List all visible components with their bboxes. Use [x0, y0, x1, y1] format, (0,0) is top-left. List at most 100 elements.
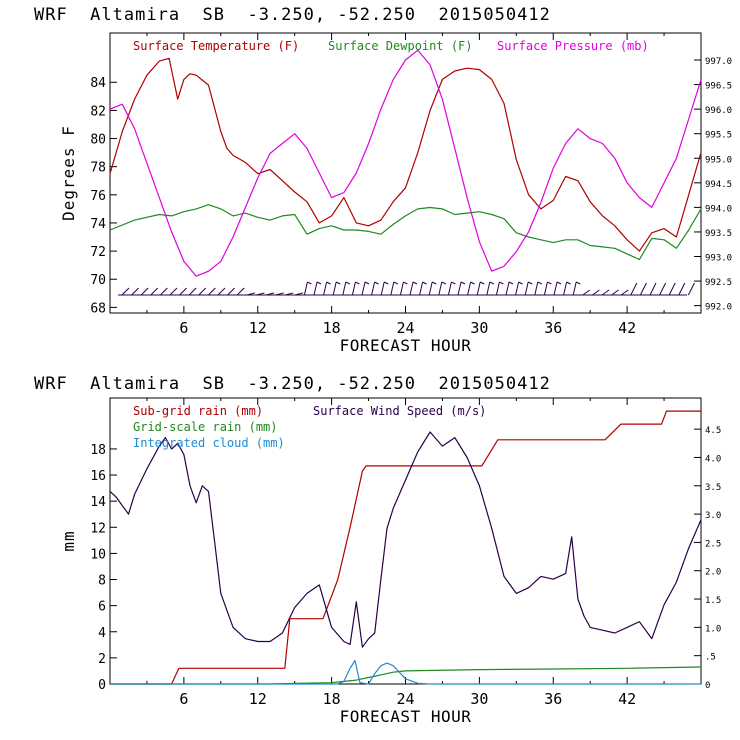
- wind-barb: [361, 281, 366, 296]
- wind-barb-flag: [393, 281, 399, 285]
- wind-barb: [620, 289, 629, 296]
- wind-barb: [303, 281, 308, 296]
- y-tick-label: 8: [98, 574, 106, 589]
- wind-barb: [447, 281, 452, 296]
- wind-barb-flag: [326, 281, 331, 285]
- x-tick-label: 30: [470, 690, 488, 708]
- wind-barb: [323, 281, 328, 296]
- wind-barb: [351, 281, 356, 296]
- series-line-sub-grid-rain-mm: [110, 410, 701, 685]
- y2-tick-label: 2.5: [705, 539, 721, 549]
- wind-barb: [476, 281, 481, 296]
- wind-barb: [563, 281, 568, 296]
- x-tick-label: 18: [323, 690, 341, 708]
- wind-barb-flag: [422, 281, 427, 285]
- y2-tick-label: 993.0: [705, 254, 732, 264]
- wind-barb: [332, 281, 337, 296]
- wind-barb: [438, 281, 443, 296]
- wind-barb-flag: [508, 281, 514, 285]
- wind-barb: [495, 281, 500, 296]
- wind-barb: [169, 287, 178, 296]
- wind-barb-flag: [403, 281, 408, 285]
- series-line-grid-scale-rain-mm: [110, 666, 702, 685]
- wind-barb: [313, 281, 318, 296]
- wind-barb-flag: [556, 281, 562, 285]
- y-tick-label: 6: [98, 600, 106, 615]
- wind-barb: [236, 287, 245, 296]
- wind-barb-flag: [431, 281, 437, 285]
- y-tick-label: 14: [90, 495, 106, 510]
- series-line-surface-temperature-f: [109, 57, 702, 252]
- wind-barb: [457, 281, 462, 296]
- wind-barb: [553, 281, 558, 296]
- wind-barb: [486, 281, 491, 296]
- legend-entry: Sub-grid rain (mm): [133, 404, 263, 418]
- wind-barb-flag: [499, 281, 504, 285]
- y-tick-label: 70: [90, 273, 106, 288]
- y-tick-label: 0: [98, 678, 106, 693]
- series-line-surface-pressure-mb: [109, 49, 702, 277]
- x-axis-label: FORECAST HOUR: [340, 336, 472, 355]
- wind-barb-flag: [355, 281, 360, 285]
- y2-tick-label: 994.0: [705, 204, 732, 214]
- legend-entry: Surface Temperature (F): [133, 39, 299, 53]
- y-tick-label: 80: [90, 133, 106, 148]
- legend-entry: Grid-scale rain (mm): [133, 420, 278, 434]
- y2-tick-label: .5: [705, 653, 716, 663]
- y-tick-label: 18: [90, 443, 106, 458]
- y2-tick-label: 2.0: [705, 568, 721, 578]
- y2-tick-label: 993.5: [705, 229, 732, 239]
- wind-barb: [188, 287, 197, 296]
- y-tick-label: 82: [90, 104, 106, 119]
- wind-barb: [160, 287, 168, 296]
- legend-entry: Surface Dewpoint (F): [328, 39, 473, 53]
- wind-barb: [217, 287, 226, 296]
- y2-tick-label: 997.0: [705, 57, 732, 67]
- wind-barb: [611, 289, 619, 296]
- legend-entry: Surface Pressure (mb): [497, 39, 649, 53]
- wind-barb-flag: [460, 281, 466, 285]
- x-tick-label: 24: [396, 319, 414, 337]
- wind-barb: [131, 287, 139, 296]
- legend-entry: Integrated cloud (mm): [133, 436, 285, 450]
- y2-tick-label: 3.0: [705, 511, 721, 521]
- y2-tick-label: 995.0: [705, 155, 732, 165]
- wind-barb: [687, 282, 695, 296]
- y-tick-label: 72: [90, 245, 106, 260]
- wind-barb: [505, 281, 510, 296]
- wind-barb: [515, 281, 520, 296]
- wind-barb-flag: [566, 281, 571, 285]
- x-axis-label: FORECAST HOUR: [340, 707, 472, 726]
- wind-barb: [639, 282, 647, 296]
- wind-barb: [572, 281, 577, 296]
- wind-barb-flag: [374, 281, 379, 285]
- wind-barb: [592, 289, 600, 296]
- x-tick-label: 36: [544, 319, 562, 337]
- wind-barb-flag: [489, 281, 495, 285]
- y-tick-label: 74: [90, 217, 106, 232]
- wind-barb-flag: [316, 281, 322, 285]
- y-tick-label: 4: [98, 626, 106, 641]
- bottom-chart-title: WRF Altamira SB -3.250, -52.250 20150504…: [34, 374, 551, 394]
- y-tick-label: 68: [90, 301, 106, 316]
- wind-barb-flag: [383, 281, 389, 285]
- wind-barb: [467, 281, 472, 296]
- wind-barb-flag: [345, 281, 351, 285]
- wind-barb: [419, 281, 424, 296]
- wind-barb: [649, 282, 657, 296]
- legend-entry: Surface Wind Speed (m/s): [313, 404, 486, 418]
- wind-barb-flag: [470, 281, 475, 285]
- wind-barb-flag: [547, 281, 552, 285]
- x-tick-label: 36: [544, 690, 562, 708]
- wind-barb: [208, 287, 216, 296]
- wind-barb-flag: [537, 281, 543, 285]
- bottom-chart: 6 12 18 24 30 36 420246810121416180.51.01.52.0…: [59, 397, 721, 726]
- wind-barb: [399, 281, 404, 296]
- y2-tick-label: 996.5: [705, 82, 732, 92]
- wind-barb: [121, 287, 130, 296]
- wind-barb: [668, 282, 676, 296]
- y2-tick-label: 4.0: [705, 454, 721, 464]
- y2-tick-label: 3.5: [705, 483, 721, 493]
- y2-tick-label: 0: [705, 681, 710, 691]
